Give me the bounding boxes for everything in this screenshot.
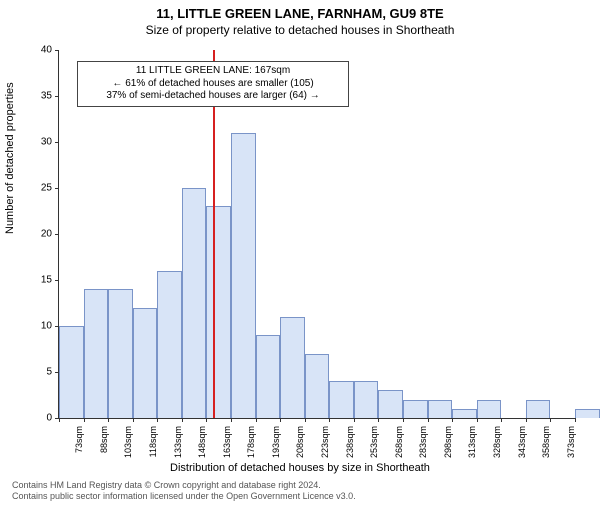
xtick-label: 343sqm [517,426,527,466]
xtick-mark [403,418,404,422]
xtick-label: 223sqm [320,426,330,466]
footer-line-2: Contains public sector information licen… [12,491,356,502]
histogram-bar [84,289,109,418]
xtick-mark [182,418,183,422]
histogram-bar [256,335,281,418]
ytick-mark [55,50,59,51]
ytick-label: 5 [34,367,52,378]
ytick-label: 20 [34,229,52,240]
y-axis-label: Number of detached properties [4,82,16,234]
ytick-label: 0 [34,413,52,424]
ytick-mark [55,188,59,189]
histogram-bar [526,400,551,418]
histogram-bar [305,354,330,418]
xtick-label: 268sqm [394,426,404,466]
xtick-mark [133,418,134,422]
xtick-mark [575,418,576,422]
xtick-mark [305,418,306,422]
xtick-mark [452,418,453,422]
xtick-label: 328sqm [492,426,502,466]
xtick-mark [378,418,379,422]
xtick-label: 253sqm [369,426,379,466]
xtick-mark [157,418,158,422]
xtick-mark [108,418,109,422]
histogram-bar [280,317,305,418]
xtick-label: 313sqm [467,426,477,466]
xtick-label: 178sqm [246,426,256,466]
ytick-label: 15 [34,275,52,286]
histogram-bar [133,308,158,418]
xtick-label: 283sqm [418,426,428,466]
ytick-mark [55,280,59,281]
histogram-bar [206,206,231,418]
ytick-label: 10 [34,321,52,332]
xtick-mark [280,418,281,422]
xtick-label: 193sqm [271,426,281,466]
ytick-mark [55,96,59,97]
xtick-mark [550,418,551,422]
ytick-label: 25 [34,183,52,194]
histogram-bar [354,381,379,418]
xtick-label: 208sqm [295,426,305,466]
xtick-mark [329,418,330,422]
xtick-mark [354,418,355,422]
ytick-label: 35 [34,91,52,102]
xtick-label: 118sqm [148,426,158,466]
xtick-mark [84,418,85,422]
histogram-bar [157,271,182,418]
annotation-line: ← 61% of detached houses are smaller (10… [84,78,342,91]
histogram-bar [428,400,453,418]
footer-attribution: Contains HM Land Registry data © Crown c… [12,480,356,502]
xtick-label: 133sqm [173,426,183,466]
xtick-mark [231,418,232,422]
histogram-bar [59,326,84,418]
plot-area: 11 LITTLE GREEN LANE: 167sqm← 61% of det… [58,50,575,419]
histogram-bar [452,409,477,418]
annotation-line: 37% of semi-detached houses are larger (… [84,90,342,103]
histogram-bar [231,133,256,418]
annotation-box: 11 LITTLE GREEN LANE: 167sqm← 61% of det… [77,61,349,107]
ytick-mark [55,142,59,143]
xtick-label: 103sqm [123,426,133,466]
xtick-label: 373sqm [566,426,576,466]
histogram-bar [378,390,403,418]
xtick-label: 238sqm [345,426,355,466]
footer-line-1: Contains HM Land Registry data © Crown c… [12,480,356,491]
xtick-mark [526,418,527,422]
xtick-label: 298sqm [443,426,453,466]
xtick-label: 73sqm [74,426,84,466]
ytick-label: 40 [34,45,52,56]
xtick-label: 358sqm [541,426,551,466]
xtick-mark [501,418,502,422]
xtick-label: 88sqm [99,426,109,466]
ytick-label: 30 [34,137,52,148]
histogram-bar [182,188,207,418]
histogram-bar [329,381,354,418]
annotation-line: 11 LITTLE GREEN LANE: 167sqm [84,65,342,78]
xtick-mark [256,418,257,422]
xtick-mark [59,418,60,422]
xtick-mark [206,418,207,422]
histogram-bar [108,289,133,418]
xtick-label: 148sqm [197,426,207,466]
xtick-label: 163sqm [222,426,232,466]
chart-subtitle: Size of property relative to detached ho… [0,23,600,37]
xtick-mark [477,418,478,422]
chart-title: 11, LITTLE GREEN LANE, FARNHAM, GU9 8TE [0,6,600,21]
xtick-mark [428,418,429,422]
ytick-mark [55,234,59,235]
histogram-bar [477,400,502,418]
histogram-bar [403,400,428,418]
histogram-bar [575,409,600,418]
